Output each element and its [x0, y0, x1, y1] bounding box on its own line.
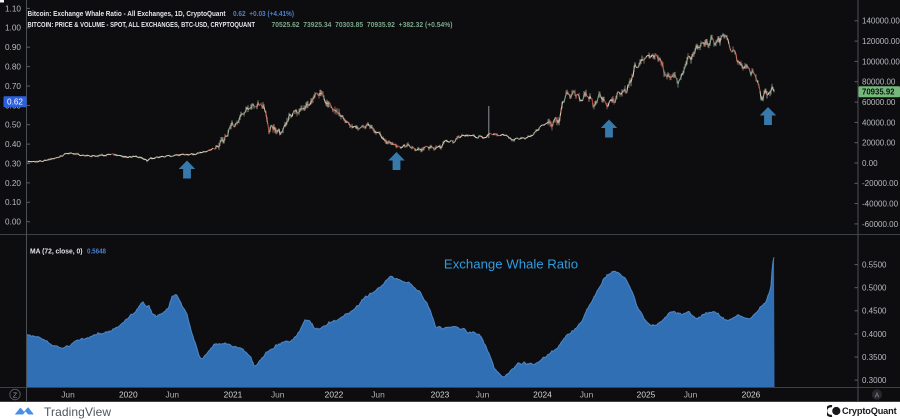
svg-text:0.50: 0.50 — [5, 121, 21, 130]
svg-text:100000.00: 100000.00 — [862, 57, 900, 66]
svg-text:40000.00: 40000.00 — [862, 118, 896, 127]
svg-text:-20000.00: -20000.00 — [862, 179, 899, 188]
svg-text:-60000.00: -60000.00 — [862, 220, 899, 229]
svg-text:Jun: Jun — [271, 389, 285, 399]
svg-text:0.4000: 0.4000 — [862, 330, 887, 339]
svg-text:0.90: 0.90 — [5, 43, 21, 52]
svg-text:Jun: Jun — [166, 389, 180, 399]
svg-text:0.4500: 0.4500 — [862, 307, 887, 316]
svg-text:0.10: 0.10 — [5, 198, 21, 207]
svg-text:0.62 +0.03 (+4.41%): 0.62 +0.03 (+4.41%) — [233, 10, 295, 18]
svg-text:0.3500: 0.3500 — [862, 353, 887, 362]
svg-text:Jun: Jun — [61, 389, 75, 399]
svg-text:0.80: 0.80 — [5, 63, 21, 72]
svg-text:Z: Z — [13, 392, 18, 399]
svg-text:0.5648: 0.5648 — [87, 248, 106, 256]
svg-text:0.30: 0.30 — [5, 159, 21, 168]
svg-text:MA (72, close, 0): MA (72, close, 0) — [30, 248, 83, 256]
svg-text:20000.00: 20000.00 — [862, 139, 896, 148]
svg-text:0.00: 0.00 — [5, 218, 21, 227]
svg-text:0.00: 0.00 — [862, 159, 878, 168]
svg-text:Bitcoin: Exchange Whale Ratio: Bitcoin: Exchange Whale Ratio - All Exch… — [28, 10, 227, 18]
svg-text:2025: 2025 — [637, 389, 656, 399]
svg-text:0.40: 0.40 — [5, 140, 21, 149]
svg-text:0.3000: 0.3000 — [862, 376, 887, 385]
svg-text:Jun: Jun — [684, 389, 698, 399]
svg-text:0.5500: 0.5500 — [862, 261, 887, 270]
svg-text:70935.92: 70935.92 — [862, 88, 895, 97]
svg-text:-40000.00: -40000.00 — [862, 200, 899, 209]
svg-text:2022: 2022 — [325, 389, 344, 399]
svg-text:0.70: 0.70 — [5, 82, 21, 91]
svg-text:Jun: Jun — [476, 389, 490, 399]
svg-text:2024: 2024 — [533, 389, 552, 399]
svg-text:60000.00: 60000.00 — [862, 98, 896, 107]
svg-text:Jun: Jun — [580, 389, 594, 399]
svg-text:140000.00: 140000.00 — [862, 17, 900, 26]
svg-text:80000.00: 80000.00 — [862, 78, 896, 87]
svg-text:BITCOIN: PRICE & VOLUME - SPOT: BITCOIN: PRICE & VOLUME - SPOT, ALL EXCH… — [28, 21, 256, 29]
svg-text:1.00: 1.00 — [5, 24, 21, 33]
svg-text:2020: 2020 — [119, 389, 138, 399]
svg-text:2023: 2023 — [431, 389, 450, 399]
svg-text:Exchange Whale Ratio: Exchange Whale Ratio — [444, 257, 578, 272]
svg-text:1.10: 1.10 — [5, 4, 21, 13]
svg-text:0.20: 0.20 — [5, 179, 21, 188]
svg-text:0.5000: 0.5000 — [862, 284, 887, 293]
svg-text:2021: 2021 — [224, 389, 243, 399]
svg-text:0.62: 0.62 — [7, 98, 23, 107]
svg-text:A: A — [875, 392, 880, 399]
svg-text:120000.00: 120000.00 — [862, 37, 900, 46]
svg-text:70525.62 73925.34 70303.85: 70525.62 73925.34 70303.85 70935.92 +382… — [272, 21, 454, 29]
svg-text:2026: 2026 — [742, 389, 761, 399]
svg-text:Jun: Jun — [371, 389, 385, 399]
